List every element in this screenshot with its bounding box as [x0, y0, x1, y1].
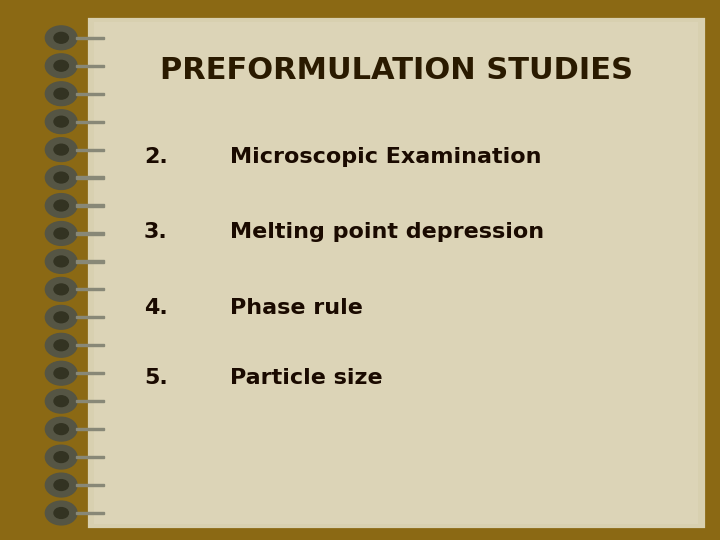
FancyArrow shape [76, 120, 104, 123]
FancyArrow shape [76, 400, 104, 402]
Text: PREFORMULATION STUDIES: PREFORMULATION STUDIES [160, 56, 632, 85]
Circle shape [45, 138, 77, 161]
FancyArrow shape [76, 456, 104, 458]
Circle shape [45, 389, 77, 413]
Circle shape [45, 82, 77, 106]
Text: Microscopic Examination: Microscopic Examination [230, 146, 542, 167]
Circle shape [54, 508, 68, 518]
Circle shape [54, 424, 68, 435]
Circle shape [54, 340, 68, 350]
Circle shape [45, 361, 77, 385]
Circle shape [45, 221, 77, 245]
FancyArrow shape [76, 344, 104, 346]
Circle shape [45, 417, 77, 441]
FancyArrow shape [76, 316, 104, 319]
Circle shape [54, 144, 68, 155]
Circle shape [45, 54, 77, 78]
Circle shape [54, 451, 68, 462]
FancyArrow shape [76, 512, 104, 514]
FancyArrow shape [76, 372, 104, 374]
Circle shape [45, 194, 77, 218]
Text: Phase rule: Phase rule [230, 298, 364, 318]
Circle shape [45, 110, 77, 133]
Text: Melting point depression: Melting point depression [230, 222, 544, 242]
Circle shape [54, 284, 68, 295]
Circle shape [45, 473, 77, 497]
Text: Particle size: Particle size [230, 368, 383, 388]
FancyArrow shape [76, 93, 104, 95]
FancyArrow shape [76, 65, 104, 67]
Circle shape [45, 306, 77, 329]
Circle shape [45, 278, 77, 301]
Text: 2.: 2. [144, 146, 168, 167]
Circle shape [54, 116, 68, 127]
Circle shape [54, 368, 68, 379]
Circle shape [54, 200, 68, 211]
FancyArrow shape [76, 484, 104, 486]
FancyArrow shape [76, 260, 104, 262]
Circle shape [54, 256, 68, 267]
Circle shape [54, 312, 68, 323]
Circle shape [54, 89, 68, 99]
Circle shape [54, 228, 68, 239]
Text: 5.: 5. [144, 368, 168, 388]
FancyBboxPatch shape [86, 16, 706, 529]
Circle shape [54, 172, 68, 183]
Circle shape [45, 501, 77, 525]
FancyArrow shape [76, 148, 104, 151]
FancyArrow shape [76, 428, 104, 430]
Text: 3.: 3. [144, 222, 168, 242]
Circle shape [54, 396, 68, 407]
FancyArrow shape [76, 205, 104, 207]
Circle shape [54, 32, 68, 43]
Circle shape [45, 445, 77, 469]
Circle shape [54, 480, 68, 490]
Circle shape [45, 249, 77, 273]
Text: 4.: 4. [144, 298, 168, 318]
Circle shape [45, 26, 77, 50]
Circle shape [45, 333, 77, 357]
FancyArrow shape [76, 288, 104, 291]
FancyArrow shape [76, 177, 104, 179]
Circle shape [54, 60, 68, 71]
FancyArrow shape [76, 232, 104, 234]
FancyBboxPatch shape [94, 22, 698, 524]
FancyArrow shape [76, 37, 104, 39]
Circle shape [45, 166, 77, 190]
